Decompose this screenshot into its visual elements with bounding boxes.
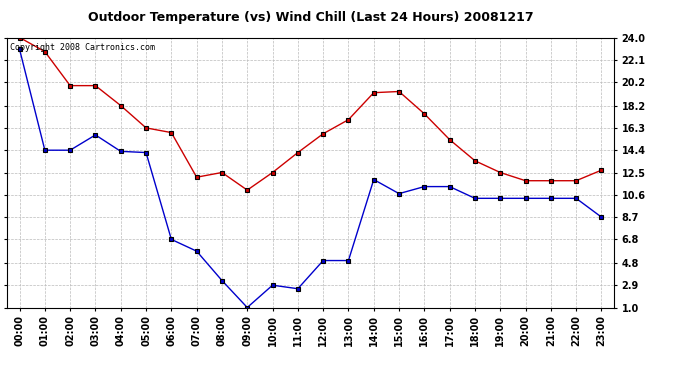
Text: Outdoor Temperature (vs) Wind Chill (Last 24 Hours) 20081217: Outdoor Temperature (vs) Wind Chill (Las… <box>88 11 533 24</box>
Text: Copyright 2008 Cartronics.com: Copyright 2008 Cartronics.com <box>10 43 155 52</box>
